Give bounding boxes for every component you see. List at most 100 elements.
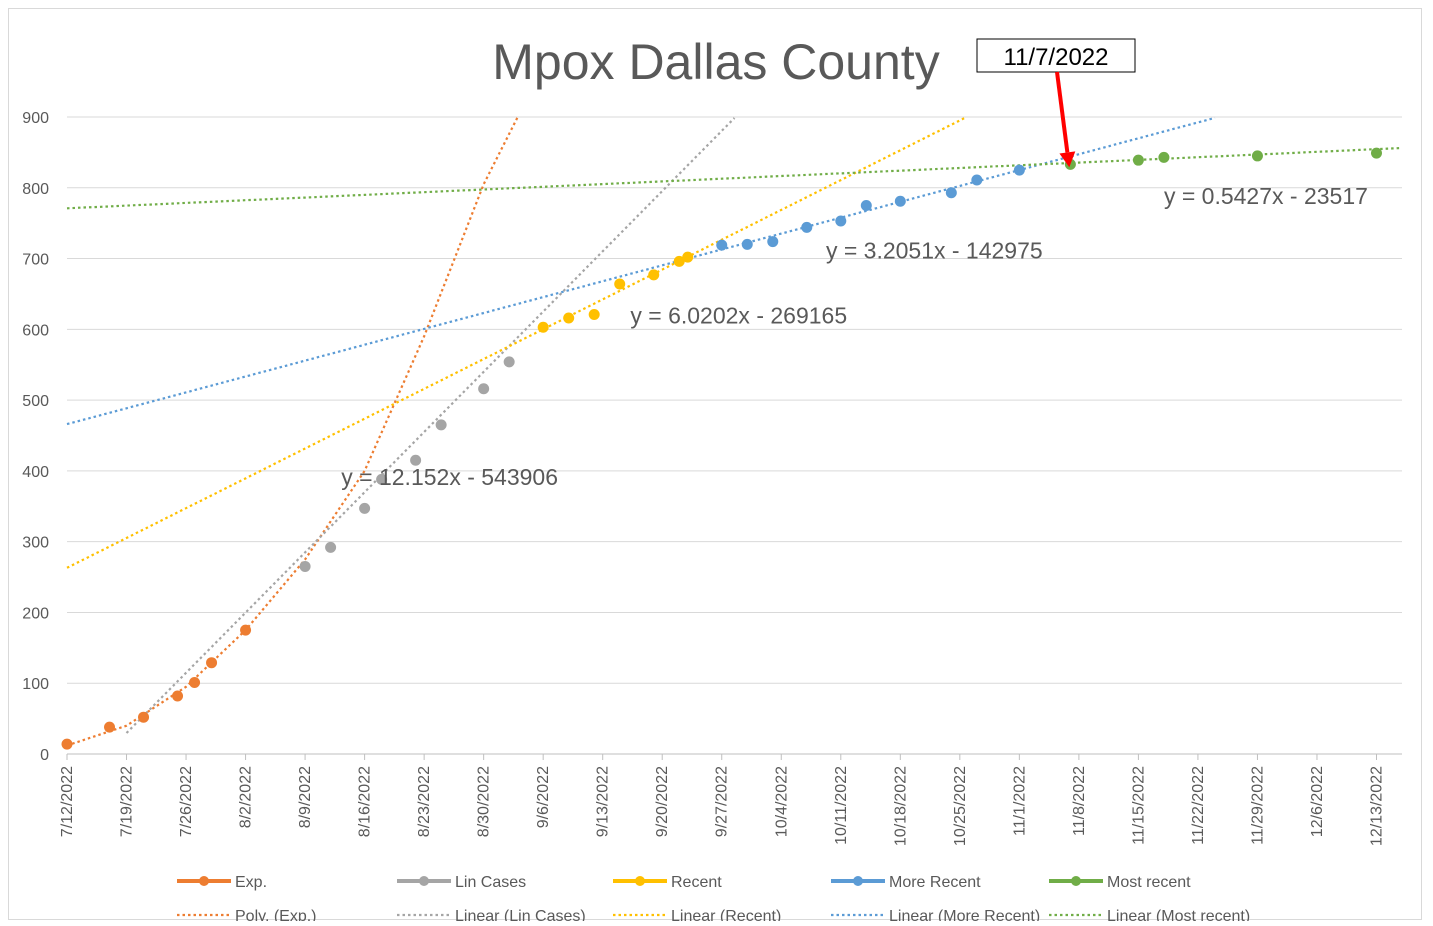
data-point	[801, 221, 813, 233]
x-tick-label: 11/15/2022	[1130, 766, 1147, 845]
callout-label: 11/7/2022	[1004, 44, 1109, 71]
legend: Exp. Lin Cases Recent More Recent Most recen…	[177, 874, 1250, 921]
legend-entry: Lin Cases	[455, 874, 526, 891]
data-point	[435, 419, 447, 431]
data-point	[1158, 151, 1170, 163]
data-point	[376, 473, 388, 485]
trendline	[66, 117, 965, 569]
data-point	[1013, 164, 1025, 176]
data-point	[894, 195, 906, 207]
x-tick-label: 7/12/2022	[59, 766, 76, 837]
legend-entry: Poly. (Exp.)	[235, 908, 317, 921]
legend-entry: Most recent	[1107, 874, 1191, 891]
x-tick-label: 8/23/2022	[416, 766, 433, 837]
x-tick-label: 8/30/2022	[476, 766, 493, 837]
legend-marker	[199, 876, 209, 886]
data-point	[189, 677, 201, 689]
x-tick-label: 12/13/2022	[1368, 766, 1385, 846]
data-point	[325, 541, 337, 553]
callout-arrowhead	[1059, 151, 1076, 168]
data-point	[1251, 150, 1263, 162]
x-axis: 7/12/2022 7/19/2022 7/26/2022 8/2/2022 8/9/2…	[59, 754, 1385, 846]
y-tick-label: 800	[22, 181, 49, 198]
trendline	[66, 116, 519, 747]
y-tick-label: 600	[22, 322, 49, 339]
chart-title: Mpox Dallas County	[492, 34, 939, 90]
callout-box	[976, 38, 1136, 73]
gridlines	[67, 116, 1402, 755]
y-tick-label: 300	[22, 535, 49, 552]
data-point	[741, 238, 753, 250]
chart-svg: Mpox Dallas County 0 100 200 300 400 500 600 70…	[22, 34, 1403, 921]
y-tick-label: 500	[22, 393, 49, 410]
data-point	[563, 312, 575, 324]
x-tick-label: 8/16/2022	[357, 766, 374, 837]
data-point	[673, 255, 685, 267]
legend-entry: More Recent	[889, 874, 981, 891]
data-point	[971, 174, 983, 186]
data-point	[104, 721, 116, 733]
data-point	[240, 624, 252, 636]
data-point	[206, 657, 218, 669]
data-point	[648, 269, 660, 281]
data-point	[138, 711, 150, 723]
x-tick-label: 9/20/2022	[654, 766, 671, 837]
trendline	[66, 116, 1216, 426]
trendline	[125, 117, 736, 734]
trendline-equation: y = 6.0202x - 269165	[630, 303, 847, 329]
trendline-equation: y = 12.152x - 543906	[341, 464, 558, 490]
x-tick-label: 11/22/2022	[1190, 766, 1207, 845]
x-tick-label: 11/8/2022	[1071, 766, 1088, 836]
data-point	[61, 738, 73, 750]
legend-entry: Linear (More Recent)	[889, 908, 1040, 921]
legend-entry: Linear (Most recent)	[1107, 908, 1250, 921]
data-point	[299, 560, 311, 572]
x-tick-label: 12/6/2022	[1309, 766, 1326, 837]
data-point	[537, 321, 549, 333]
y-tick-label: 700	[22, 252, 49, 269]
legend-entry: Recent	[671, 874, 722, 891]
data-point	[1370, 147, 1382, 159]
trendline-equations: y = 12.152x - 543906 y = 6.0202x - 269165…	[341, 183, 1368, 490]
data-point	[172, 690, 184, 702]
data-point	[716, 239, 728, 251]
data-point	[945, 187, 957, 199]
y-tick-label: 100	[22, 676, 49, 693]
y-tick-label: 400	[22, 464, 49, 481]
data-point	[588, 308, 600, 320]
chart-frame: Mpox Dallas County 0 100 200 300 400 500 600 70…	[8, 8, 1422, 921]
data-point	[410, 454, 422, 466]
trendlines	[66, 116, 1403, 747]
x-tick-label: 10/18/2022	[892, 766, 909, 846]
y-tick-label: 200	[22, 605, 49, 622]
date-callout: 11/7/2022	[976, 38, 1136, 168]
x-tick-label: 7/19/2022	[119, 766, 136, 837]
x-tick-label: 11/1/2022	[1011, 766, 1028, 836]
legend-entry: Linear (Recent)	[671, 908, 781, 921]
x-tick-label: 10/11/2022	[833, 766, 850, 845]
x-tick-label: 9/27/2022	[714, 766, 731, 837]
legend-marker	[1071, 876, 1081, 886]
x-tick-label: 10/4/2022	[773, 766, 790, 837]
y-tick-label: 0	[40, 747, 49, 764]
callout-arrow	[1055, 71, 1070, 153]
legend-marker	[419, 876, 429, 886]
legend-marker	[635, 876, 645, 886]
x-tick-label: 7/26/2022	[178, 766, 195, 837]
data-point	[1132, 154, 1144, 166]
data-point	[860, 199, 872, 211]
data-points	[61, 147, 1382, 750]
x-tick-label: 9/13/2022	[595, 766, 612, 837]
data-point	[767, 236, 779, 248]
trendline-equation: y = 0.5427x - 23517	[1164, 183, 1368, 209]
data-point	[682, 251, 694, 263]
data-point	[835, 215, 847, 227]
data-point	[503, 356, 515, 368]
data-point	[478, 383, 490, 395]
y-axis: 0 100 200 300 400 500 600 700 800 900	[22, 110, 49, 764]
x-tick-label: 9/6/2022	[535, 766, 552, 828]
x-tick-label: 10/25/2022	[952, 766, 969, 846]
trendline-equation: y = 3.2051x - 142975	[826, 238, 1043, 264]
legend-entry: Exp.	[235, 874, 267, 891]
legend-marker	[853, 876, 863, 886]
